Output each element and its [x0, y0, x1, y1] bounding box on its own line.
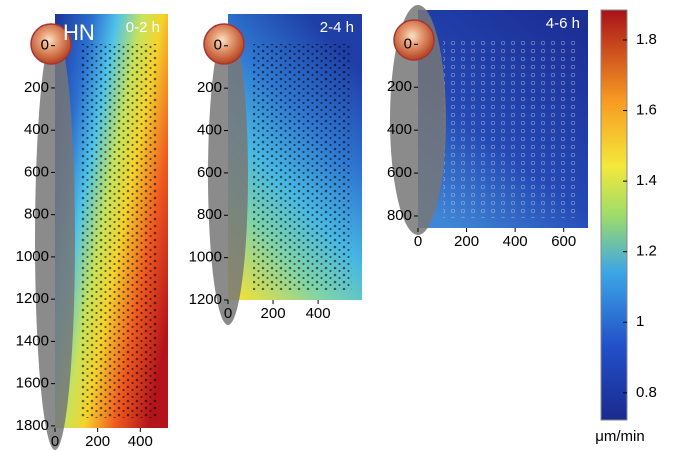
colorbar-label: μm/min — [595, 428, 644, 445]
y-tick-label: 400 — [387, 121, 412, 138]
y-tick-label: 1200 — [189, 291, 222, 308]
colorbar-tick-label: 1.6 — [636, 102, 657, 119]
y-tick-label: 1600 — [16, 375, 49, 392]
y-tick-label: 400 — [24, 121, 49, 138]
colorbar-tick-label: 1.8 — [636, 31, 657, 48]
cell-icon — [394, 20, 434, 60]
y-tick-label: 200 — [24, 79, 49, 96]
y-tick-label: 800 — [387, 207, 412, 224]
x-tick-label: 400 — [128, 433, 153, 450]
y-tick-label: 0 — [214, 37, 222, 54]
x-tick-label: 400 — [503, 233, 528, 250]
y-tick-label: 600 — [24, 163, 49, 180]
y-tick-label: 1000 — [189, 249, 222, 266]
y-tick-label: 600 — [197, 164, 222, 181]
y-tick-label: 400 — [197, 121, 222, 138]
y-tick-label: 1200 — [16, 290, 49, 307]
cell-icon — [204, 24, 244, 64]
colorbar-tick-label: 1.2 — [636, 243, 657, 260]
y-tick-label: 0 — [404, 35, 412, 52]
colorbar-tick-label: 1 — [636, 313, 644, 330]
tracks — [80, 44, 158, 418]
panel-title: 0-2 h — [126, 19, 160, 36]
x-tick-label: 600 — [551, 233, 576, 250]
x-tick-label: 200 — [261, 305, 286, 322]
tracks — [443, 40, 578, 218]
x-tick-label: 400 — [306, 305, 331, 322]
y-tick-label: 600 — [387, 164, 412, 181]
colorbar-tick-label: 0.8 — [636, 384, 657, 401]
y-tick-label: 0 — [41, 37, 49, 54]
x-tick-label: 200 — [85, 433, 110, 450]
panel-title: 4-6 h — [546, 15, 580, 32]
y-tick-label: 1000 — [16, 248, 49, 265]
x-tick-label: 0 — [224, 305, 232, 322]
panel-label: HN — [63, 20, 95, 45]
panel-title: 2-4 h — [320, 19, 354, 36]
y-tick-label: 200 — [387, 78, 412, 95]
figure: 0-2 hHN020040060080010001200140016001800… — [0, 0, 679, 451]
x-tick-label: 0 — [51, 433, 59, 450]
y-tick-label: 1400 — [16, 332, 49, 349]
colorbar-tick-label: 1.4 — [636, 172, 657, 189]
x-tick-label: 0 — [414, 233, 422, 250]
y-tick-label: 200 — [197, 79, 222, 96]
colorbar — [601, 10, 627, 420]
y-tick-label: 800 — [24, 206, 49, 223]
y-tick-label: 1800 — [16, 417, 49, 434]
x-tick-label: 200 — [454, 233, 479, 250]
y-tick-label: 800 — [197, 206, 222, 223]
tracks — [253, 44, 352, 290]
